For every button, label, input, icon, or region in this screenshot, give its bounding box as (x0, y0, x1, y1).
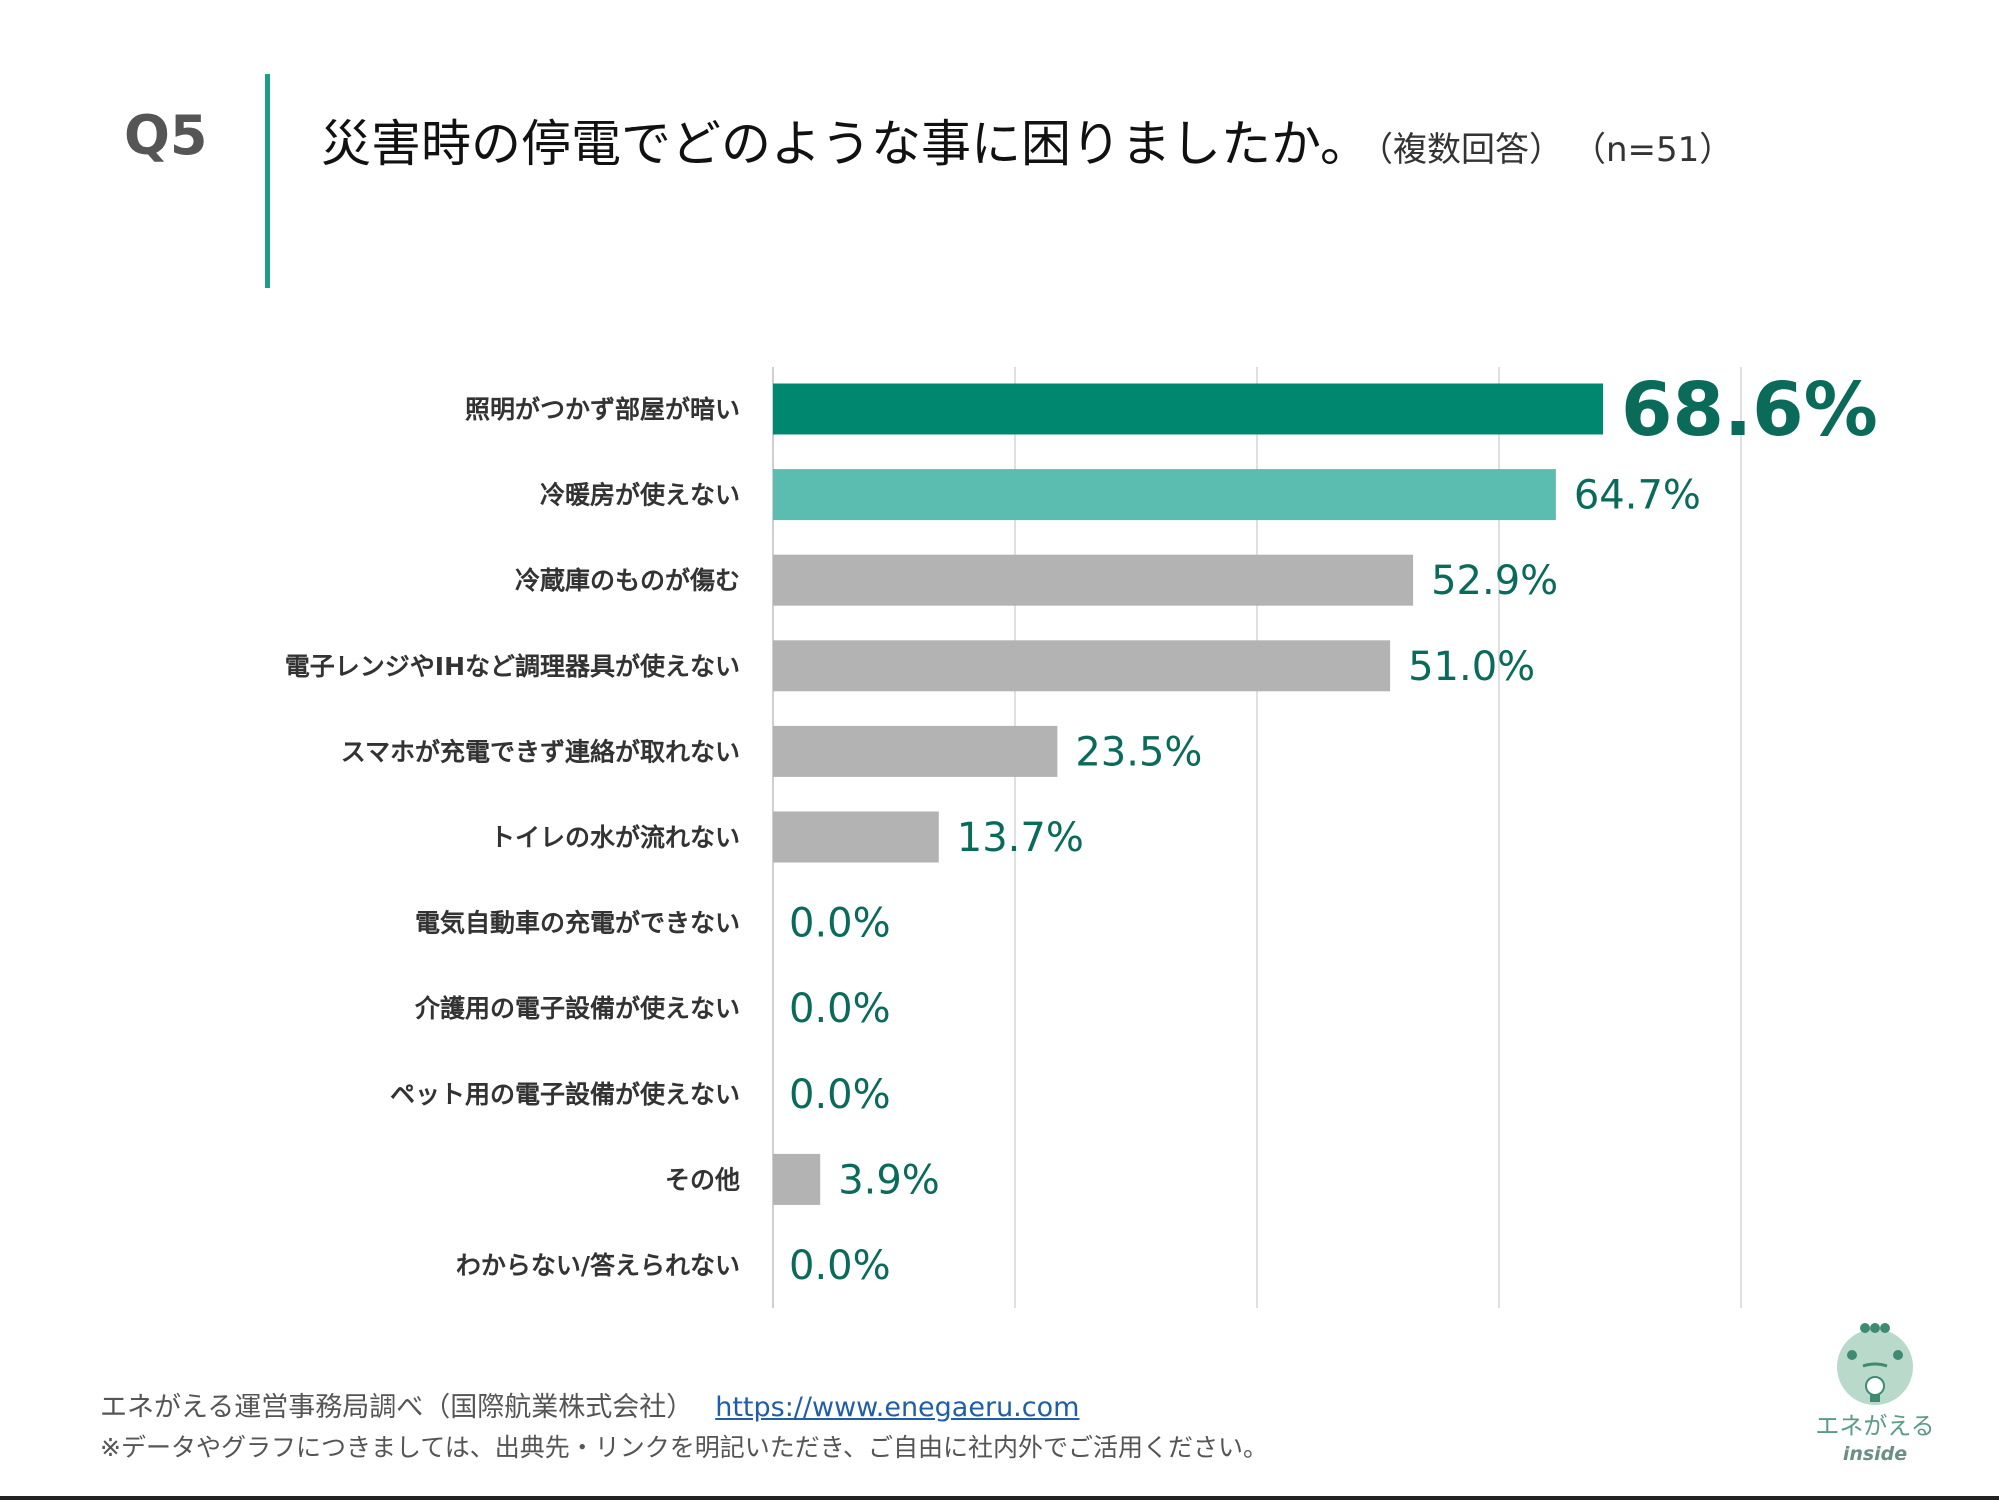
value-label: 0.0% (789, 901, 891, 947)
category-label: 電子レンジやIHなど調理器具が使えない (285, 652, 740, 681)
question-number: Q5 (124, 104, 208, 167)
value-label: 51.0% (1408, 644, 1535, 690)
title-divider (265, 74, 270, 288)
bar (773, 469, 1556, 521)
category-label: 冷蔵庫のものが傷む (515, 566, 740, 595)
category-label: その他 (665, 1165, 740, 1194)
source-link[interactable]: https://www.enegaeru.com (715, 1392, 1080, 1423)
bar (773, 383, 1604, 435)
usage-note: ※データやグラフにつきましては、出典先・リンクを明記いただき、ご自由に社内外でご… (100, 1433, 1268, 1462)
value-label: 3.9% (838, 1157, 940, 1203)
category-label: 照明がつかず部屋が暗い (465, 395, 740, 424)
value-label: 64.7% (1574, 473, 1701, 519)
title-subtitle: （複数回答） (1376, 130, 1563, 170)
svg-text:inside: inside (1843, 1443, 1907, 1465)
category-label: 介護用の電子設備が使えない (414, 994, 740, 1023)
bar (773, 725, 1058, 777)
value-label: 68.6% (1621, 367, 1878, 453)
bar (773, 640, 1391, 692)
category-label: ペット用の電子設備が使えない (390, 1080, 740, 1109)
category-label: トイレの水が流れない (490, 823, 740, 852)
category-label: 冷暖房が使えない (540, 481, 740, 510)
category-label: わからない/答えられない (456, 1251, 740, 1280)
bar (773, 811, 939, 863)
value-label: 0.0% (789, 1243, 891, 1289)
value-label: 23.5% (1075, 729, 1202, 775)
enegaeru-logo: エネがえる inside (1815, 1323, 1935, 1465)
bar (773, 554, 1414, 606)
category-label: 電気自動車の充電ができない (415, 909, 740, 938)
source-text: エネがえる運営事務局調べ（国際航業株式会社） (100, 1392, 694, 1423)
value-label: 13.7% (957, 815, 1084, 861)
category-label: スマホが充電できず連絡が取れない (341, 737, 740, 766)
source-line: エネがえる運営事務局調べ（国際航業株式会社） https://www.enegae… (100, 1385, 1079, 1424)
bar (773, 1153, 821, 1205)
bottom-border (0, 1496, 1999, 1500)
value-label: 0.0% (789, 1072, 891, 1118)
value-label: 0.0% (789, 986, 891, 1032)
page-title: 災害時の停電でどのような事に困りましたか。 （複数回答） （n=51） (321, 104, 1733, 176)
sample-size: （n=51） (1589, 130, 1734, 170)
value-label: 52.9% (1431, 558, 1558, 604)
title-text: 災害時の停電でどのような事に困りましたか。 (321, 115, 1370, 173)
svg-text:エネがえる: エネがえる (1815, 1412, 1934, 1440)
